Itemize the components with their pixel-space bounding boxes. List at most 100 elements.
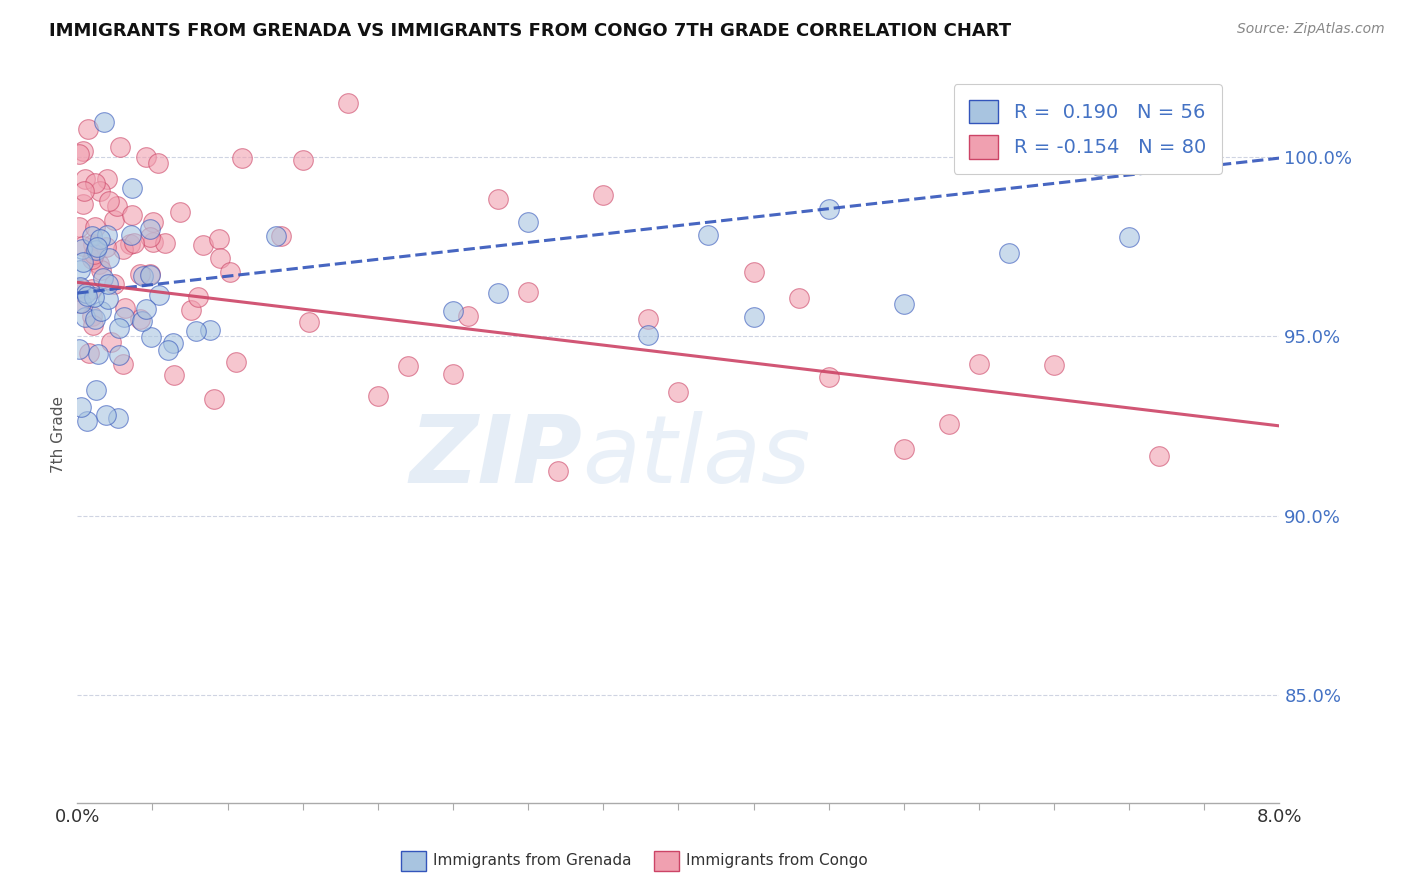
Point [69, 263, 91, 277]
Point [742, 265, 765, 279]
Point [84, 219, 107, 234]
Point [208, 251, 231, 265]
Point [441, 304, 464, 318]
Point [91, 271, 114, 285]
Point [396, 359, 419, 373]
Point [198, 323, 221, 337]
Point [1043, 358, 1066, 372]
Point [77, 346, 100, 360]
Point [270, 229, 292, 244]
Point [202, 392, 225, 406]
Point [107, 411, 129, 425]
Point [111, 357, 134, 371]
Point [817, 202, 839, 216]
Point [70, 400, 93, 414]
Point [297, 315, 319, 329]
Point [90, 263, 112, 277]
Point [169, 204, 191, 219]
Point [72, 197, 94, 211]
Point [82, 309, 104, 323]
Point [1088, 159, 1111, 173]
Point [517, 215, 540, 229]
Point [138, 221, 160, 235]
Point [98, 252, 121, 266]
Point [742, 310, 765, 325]
Point [967, 357, 990, 371]
Point [1118, 230, 1140, 244]
Text: ZIP: ZIP [409, 411, 582, 503]
Text: Immigrants from Grenada: Immigrants from Grenada [433, 854, 631, 868]
Point [103, 277, 125, 292]
Point [96, 408, 118, 422]
Point [139, 268, 162, 282]
Point [73, 171, 96, 186]
Point [93, 114, 115, 128]
Point [547, 464, 569, 478]
Point [231, 151, 253, 165]
Point [142, 215, 165, 229]
Point [76, 289, 98, 303]
Point [291, 153, 314, 167]
Point [87, 347, 110, 361]
Point [67, 285, 90, 299]
Point [121, 208, 143, 222]
Point [89, 184, 111, 198]
Point [76, 414, 98, 428]
Point [107, 348, 129, 362]
Point [264, 229, 287, 244]
Point [84, 177, 107, 191]
Point [80, 229, 103, 244]
Point [82, 252, 104, 266]
Point [96, 227, 118, 242]
Point [75, 310, 97, 325]
Point [108, 140, 131, 154]
Text: Source: ZipAtlas.com: Source: ZipAtlas.com [1237, 22, 1385, 37]
Point [82, 237, 104, 252]
Text: atlas: atlas [582, 411, 810, 502]
Point [668, 385, 690, 400]
Point [153, 235, 176, 250]
Point [108, 321, 131, 335]
Point [84, 383, 107, 397]
Point [112, 242, 135, 256]
Point [98, 194, 121, 208]
Point [89, 257, 111, 271]
Y-axis label: 7th Grade: 7th Grade [51, 396, 66, 474]
Point [67, 219, 90, 234]
Point [135, 150, 157, 164]
Point [486, 192, 509, 206]
Point [146, 155, 169, 169]
Point [132, 269, 155, 284]
Point [193, 238, 215, 252]
Point [105, 199, 128, 213]
Point [97, 277, 120, 292]
Point [97, 292, 120, 306]
Point [1149, 450, 1171, 464]
Point [112, 310, 135, 325]
Point [128, 267, 150, 281]
Point [336, 96, 359, 111]
Point [75, 285, 97, 300]
Point [103, 212, 125, 227]
Point [441, 368, 464, 382]
Point [131, 314, 153, 328]
Point [96, 171, 118, 186]
Point [225, 354, 247, 368]
Point [69, 296, 91, 310]
Point [121, 181, 143, 195]
Point [122, 235, 145, 250]
Point [70, 243, 93, 257]
Point [637, 312, 659, 326]
Point [817, 370, 839, 384]
Point [142, 235, 165, 249]
Point [163, 368, 186, 382]
Point [893, 297, 915, 311]
Point [118, 237, 141, 252]
Point [67, 296, 90, 310]
Point [77, 122, 100, 136]
Point [457, 309, 479, 323]
Point [592, 188, 614, 202]
Point [120, 227, 142, 242]
Point [148, 288, 170, 302]
Point [73, 184, 96, 198]
